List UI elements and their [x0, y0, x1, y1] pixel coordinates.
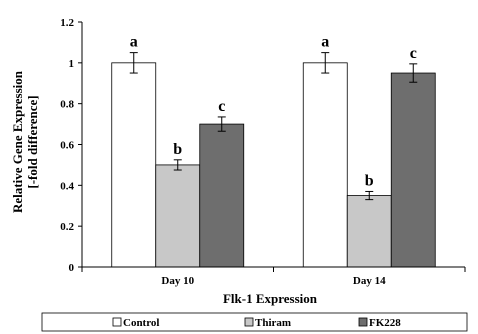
x-axis: Day 10 Day 14 — [81, 266, 466, 287]
legend-swatch-fk228 — [358, 317, 368, 327]
y-axis-title: Relative Gene Expression [-fold differen… — [10, 70, 40, 213]
y-tick-label: 1 — [69, 58, 75, 70]
y-axis-title-line-1: Relative Gene Expression — [10, 70, 25, 213]
legend-swatch-thiram — [244, 317, 254, 327]
legend-swatch-control — [112, 317, 122, 327]
significance-label: c — [410, 45, 417, 62]
bar-control-day-14 — [302, 62, 348, 268]
bar-fk228-day-10 — [199, 123, 245, 268]
significance-label: b — [173, 141, 182, 158]
legend-label-control: Control — [123, 317, 159, 329]
y-tick-label: 0 — [69, 262, 75, 274]
y-axis-title-line-2: [-fold difference] — [25, 95, 40, 188]
x-axis-title: Flk-1 Expression — [223, 291, 318, 306]
bar-control-day-10 — [111, 62, 157, 268]
bar-thiram-day-10 — [155, 164, 201, 268]
bars-group: a b c a b c — [111, 34, 436, 268]
significance-label: a — [130, 34, 138, 51]
y-tick-label: 1.2 — [60, 17, 74, 29]
bar-fk228-day-14 — [390, 72, 436, 268]
y-axis: 0 0.2 0.4 0.6 0.8 1 1.2 — [60, 17, 83, 274]
x-tick-label: Day 14 — [353, 275, 386, 287]
significance-label: b — [365, 172, 374, 189]
y-tick-label: 0.4 — [60, 180, 74, 192]
x-tick-label: Day 10 — [161, 275, 194, 287]
y-tick-label: 0.8 — [60, 99, 74, 111]
legend-label-thiram: Thiram — [255, 317, 291, 329]
legend: Control Thiram FK228 — [41, 312, 468, 332]
y-tick-label: 0.2 — [60, 221, 74, 233]
significance-label: a — [321, 34, 329, 51]
significance-label: c — [218, 98, 225, 115]
legend-box — [41, 312, 468, 332]
bar-thiram-day-14 — [346, 195, 392, 268]
legend-label-fk228: FK228 — [369, 317, 401, 329]
y-tick-label: 0.6 — [60, 140, 74, 152]
